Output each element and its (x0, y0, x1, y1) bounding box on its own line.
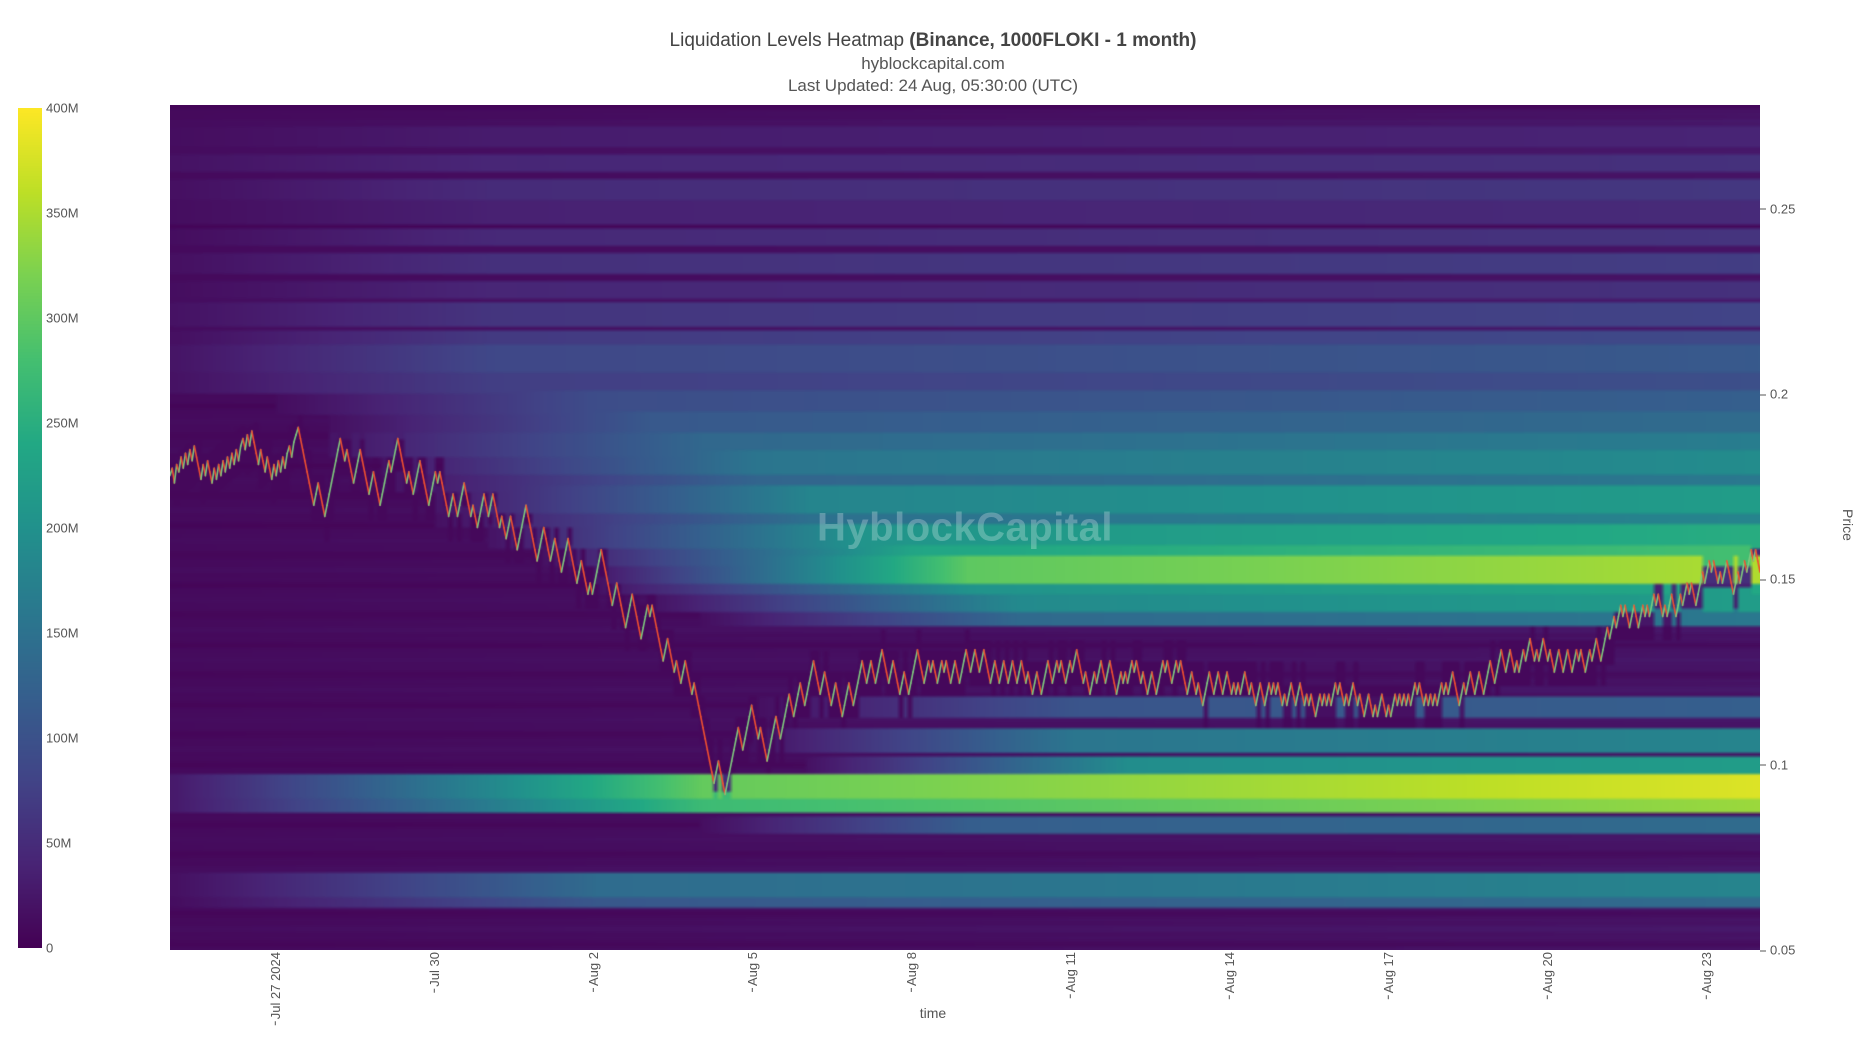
y-tick: 0.25 (1770, 201, 1795, 216)
plot-area: HyblockCapital (170, 105, 1760, 950)
x-tick: Aug 11 (1063, 952, 1079, 992)
x-axis-label: time (0, 1005, 1866, 1021)
x-tick: Aug 23 (1699, 952, 1715, 993)
colorbar-tick: 50M (46, 836, 71, 851)
colorbar-tick: 0 (46, 941, 53, 956)
chart-title-block: Liquidation Levels Heatmap (Binance, 100… (0, 30, 1866, 96)
colorbar-tick: 150M (46, 626, 79, 641)
colorbar-tick: 200M (46, 521, 79, 536)
figure: Liquidation Levels Heatmap (Binance, 100… (0, 0, 1866, 1050)
colorbar-tick: 250M (46, 416, 79, 431)
colorbar-tick: 350M (46, 206, 79, 221)
y-axis-label: Price (1840, 509, 1856, 541)
colorbar-canvas (18, 108, 42, 948)
chart-subtitle-updated: Last Updated: 24 Aug, 05:30:00 (UTC) (0, 76, 1866, 96)
y-tick: 0.2 (1770, 387, 1788, 402)
colorbar-tick: 400M (46, 101, 79, 116)
chart-title: Liquidation Levels Heatmap (Binance, 100… (0, 30, 1866, 52)
y-tick: 0.05 (1770, 943, 1795, 958)
x-tick: Aug 8 (904, 952, 920, 986)
x-tick: Aug 5 (745, 952, 761, 986)
title-prefix: Liquidation Levels Heatmap (670, 30, 910, 51)
price-line-canvas (170, 105, 1760, 950)
x-tick: Jul 30 (427, 952, 443, 987)
chart-subtitle-site: hyblockcapital.com (0, 54, 1866, 74)
y-tick: 0.15 (1770, 572, 1795, 587)
x-tick: Aug 20 (1540, 952, 1556, 993)
x-tick: Aug 2 (586, 952, 602, 986)
colorbar (18, 108, 42, 948)
x-tick: Aug 14 (1222, 952, 1238, 993)
x-tick: Aug 17 (1381, 952, 1397, 993)
colorbar-tick: 100M (46, 731, 79, 746)
y-axis-ticks: 0.050.10.150.20.25 (1770, 105, 1830, 950)
colorbar-ticks: 050M100M150M200M250M300M350M400M (44, 108, 104, 948)
colorbar-tick: 300M (46, 311, 79, 326)
title-bold: (Binance, 1000FLOKI - 1 month) (909, 30, 1196, 51)
y-tick: 0.1 (1770, 757, 1788, 772)
